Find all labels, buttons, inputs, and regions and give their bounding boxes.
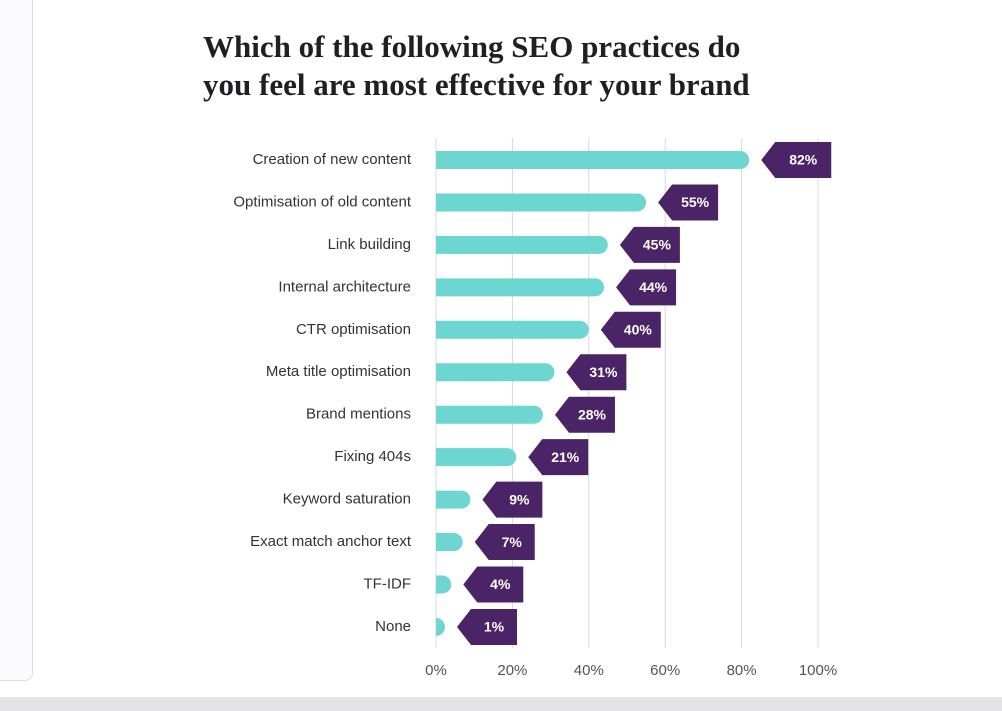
value-tag — [566, 354, 627, 391]
x-tick-label: 0% — [425, 662, 447, 679]
value-tag — [619, 226, 680, 263]
x-tick-label: 40% — [574, 662, 604, 679]
value-label: 82% — [789, 152, 818, 168]
category-label: None — [375, 618, 411, 635]
bar — [436, 490, 471, 509]
value-tag — [457, 608, 517, 645]
value-label: 55% — [681, 194, 710, 210]
value-label: 31% — [589, 364, 618, 380]
category-label: Brand mentions — [306, 406, 411, 423]
category-label: Creation of new content — [253, 151, 412, 168]
category-label: Internal architecture — [278, 278, 411, 295]
value-label: 40% — [624, 322, 653, 338]
category-label: Link building — [328, 236, 411, 253]
bar — [436, 151, 750, 169]
value-label: 28% — [578, 406, 607, 422]
bar — [436, 575, 452, 594]
value-label: 44% — [639, 279, 668, 295]
value-tag — [554, 396, 615, 433]
bar — [436, 278, 605, 297]
x-tick-label: 60% — [650, 662, 680, 679]
value-tag — [482, 481, 543, 518]
value-label: 45% — [643, 237, 672, 253]
value-tag — [616, 269, 677, 306]
category-label: TF-IDF — [364, 575, 411, 592]
bar — [436, 363, 555, 382]
bar — [436, 405, 543, 424]
category-label: Exact match anchor text — [250, 533, 412, 550]
value-label: 1% — [484, 619, 505, 635]
value-tag — [528, 439, 589, 476]
bar — [436, 193, 647, 212]
category-label: Fixing 404s — [334, 448, 411, 465]
value-label: 21% — [551, 449, 580, 465]
value-tag — [463, 566, 524, 603]
value-tag — [761, 142, 832, 178]
value-tag — [600, 311, 661, 348]
bar — [436, 617, 446, 636]
x-tick-label: 20% — [497, 662, 527, 679]
value-tag — [658, 184, 719, 221]
category-label: Meta title optimisation — [266, 363, 411, 380]
category-label: Optimisation of old content — [233, 193, 411, 210]
bar — [436, 235, 608, 254]
value-label: 4% — [490, 576, 511, 592]
chart-title: Which of the following SEO practices do … — [203, 29, 750, 102]
category-label: CTR optimisation — [296, 321, 411, 338]
bar — [436, 448, 517, 467]
value-label: 7% — [502, 534, 523, 550]
bar — [436, 533, 463, 552]
bar — [436, 320, 589, 339]
x-tick-label: 100% — [799, 662, 837, 679]
value-label: 9% — [509, 491, 530, 507]
x-tick-label: 80% — [727, 662, 757, 679]
category-label: Keyword saturation — [283, 491, 411, 508]
bottom-strip — [0, 697, 1002, 711]
value-tag — [474, 524, 535, 561]
side-panel — [0, 0, 33, 681]
